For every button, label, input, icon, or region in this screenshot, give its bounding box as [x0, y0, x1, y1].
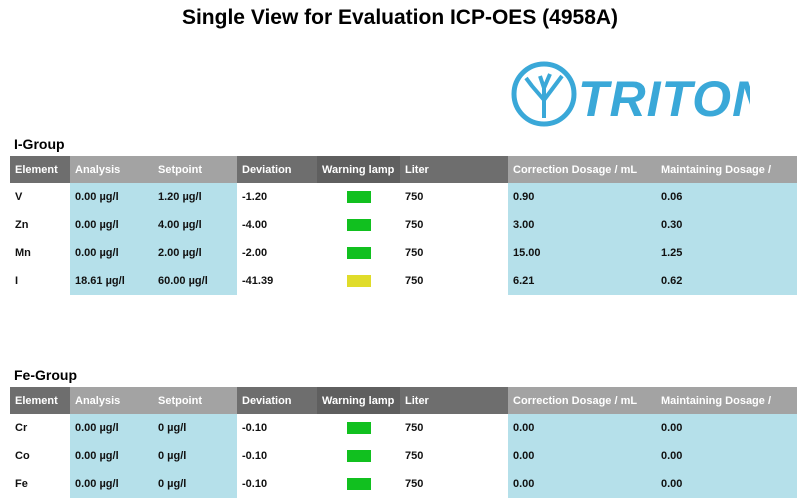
column-header: Maintaining Dosage /	[656, 156, 797, 183]
liter-cell: 750	[405, 191, 424, 203]
deviation-cell: -0.10	[242, 478, 268, 490]
column-header: Element	[10, 387, 70, 414]
warning-lamp-indicator	[346, 450, 371, 462]
liter-cell: 750	[405, 219, 424, 231]
warning-lamp-cell	[317, 442, 400, 470]
warning-lamp-indicator	[346, 478, 371, 490]
analysis-cell: 0.00 µg/l	[70, 414, 153, 442]
group-title: Fe-Group	[14, 367, 77, 383]
table-row: V 0.00 µg/l 1.20 µg/l -1.20 750 0.90 0.06	[10, 183, 797, 211]
maintaining-cell: 0.00	[656, 470, 797, 498]
column-header: Deviation	[237, 387, 317, 414]
warning-lamp-cell	[317, 239, 400, 267]
correction-cell: 6.21	[508, 267, 656, 295]
element-cell: I	[15, 275, 19, 287]
setpoint-cell: 60.00 µg/l	[153, 267, 237, 295]
column-header: Liter	[400, 156, 508, 183]
table-row: Cr 0.00 µg/l 0 µg/l -0.10 750 0.00 0.00	[10, 414, 797, 442]
triton-logo: TRITON	[511, 61, 750, 127]
fe-group-table: Element Analysis Setpoint Deviation Warning …	[10, 387, 797, 498]
warning-lamp-indicator	[346, 422, 371, 434]
analysis-cell: 0.00 µg/l	[70, 470, 153, 498]
liter-cell: 750	[405, 422, 424, 434]
column-header: Deviation	[237, 156, 317, 183]
setpoint-cell: 0 µg/l	[153, 414, 237, 442]
table-row: Fe 0.00 µg/l 0 µg/l -0.10 750 0.00 0.00	[10, 470, 797, 498]
setpoint-cell: 4.00 µg/l	[153, 211, 237, 239]
element-cell: Mn	[15, 247, 31, 259]
correction-cell: 0.90	[508, 183, 656, 211]
table-header: Element Analysis Setpoint Deviation Warning …	[10, 387, 797, 414]
table-header: Element Analysis Setpoint Deviation Warning …	[10, 156, 797, 183]
group-title: I-Group	[14, 136, 65, 152]
deviation-cell: -41.39	[242, 275, 274, 287]
correction-cell: 0.00	[508, 442, 656, 470]
correction-cell: 3.00	[508, 211, 656, 239]
maintaining-cell: 0.06	[656, 183, 797, 211]
warning-lamp-indicator	[346, 219, 371, 231]
liter-cell: 750	[405, 275, 424, 287]
table-row: Mn 0.00 µg/l 2.00 µg/l -2.00 750 15.00 1.25	[10, 239, 797, 267]
table-row: Co 0.00 µg/l 0 µg/l -0.10 750 0.00 0.00	[10, 442, 797, 470]
correction-cell: 0.00	[508, 414, 656, 442]
setpoint-cell: 1.20 µg/l	[153, 183, 237, 211]
element-cell: Zn	[15, 219, 29, 231]
deviation-cell: -1.20	[242, 191, 268, 203]
liter-cell: 750	[405, 247, 424, 259]
analysis-cell: 0.00 µg/l	[70, 211, 153, 239]
column-header: Analysis	[70, 156, 153, 183]
liter-cell: 750	[405, 450, 424, 462]
setpoint-cell: 0 µg/l	[153, 442, 237, 470]
element-cell: Cr	[15, 422, 28, 434]
svg-text:TRITON: TRITON	[578, 71, 750, 127]
analysis-cell: 0.00 µg/l	[70, 183, 153, 211]
table-row: I 18.61 µg/l 60.00 µg/l -41.39 750 6.21 0.62	[10, 267, 797, 295]
maintaining-cell: 0.00	[656, 442, 797, 470]
page-title: Single View for Evaluation ICP-OES (4958…	[181, 6, 619, 29]
element-cell: V	[15, 191, 23, 203]
deviation-cell: -0.10	[242, 422, 268, 434]
column-header: Warning lamp	[317, 387, 400, 414]
column-header: Analysis	[70, 387, 153, 414]
maintaining-cell: 1.25	[656, 239, 797, 267]
element-cell: Co	[15, 450, 30, 462]
column-header: Setpoint	[153, 156, 237, 183]
warning-lamp-indicator	[346, 275, 371, 287]
column-header: Warning lamp	[317, 156, 400, 183]
column-header: Correction Dosage / mL	[508, 156, 656, 183]
table-row: Zn 0.00 µg/l 4.00 µg/l -4.00 750 3.00 0.30	[10, 211, 797, 239]
warning-lamp-cell	[317, 414, 400, 442]
warning-lamp-cell	[317, 183, 400, 211]
deviation-cell: -2.00	[242, 247, 268, 259]
column-header: Maintaining Dosage /	[656, 387, 797, 414]
analysis-cell: 18.61 µg/l	[70, 267, 153, 295]
i-group-table: Element Analysis Setpoint Deviation Warning …	[10, 156, 797, 295]
maintaining-cell: 0.30	[656, 211, 797, 239]
column-header: Setpoint	[153, 387, 237, 414]
setpoint-cell: 2.00 µg/l	[153, 239, 237, 267]
element-cell: Fe	[15, 478, 28, 490]
maintaining-cell: 0.62	[656, 267, 797, 295]
warning-lamp-cell	[317, 267, 400, 295]
setpoint-cell: 0 µg/l	[153, 470, 237, 498]
correction-cell: 15.00	[508, 239, 656, 267]
column-header: Correction Dosage / mL	[508, 387, 656, 414]
correction-cell: 0.00	[508, 470, 656, 498]
column-header: Element	[10, 156, 70, 183]
warning-lamp-cell	[317, 470, 400, 498]
deviation-cell: -4.00	[242, 219, 268, 231]
deviation-cell: -0.10	[242, 450, 268, 462]
warning-lamp-indicator	[346, 247, 371, 259]
liter-cell: 750	[405, 478, 424, 490]
column-header: Liter	[400, 387, 508, 414]
analysis-cell: 0.00 µg/l	[70, 239, 153, 267]
warning-lamp-indicator	[346, 191, 371, 203]
warning-lamp-cell	[317, 211, 400, 239]
analysis-cell: 0.00 µg/l	[70, 442, 153, 470]
maintaining-cell: 0.00	[656, 414, 797, 442]
